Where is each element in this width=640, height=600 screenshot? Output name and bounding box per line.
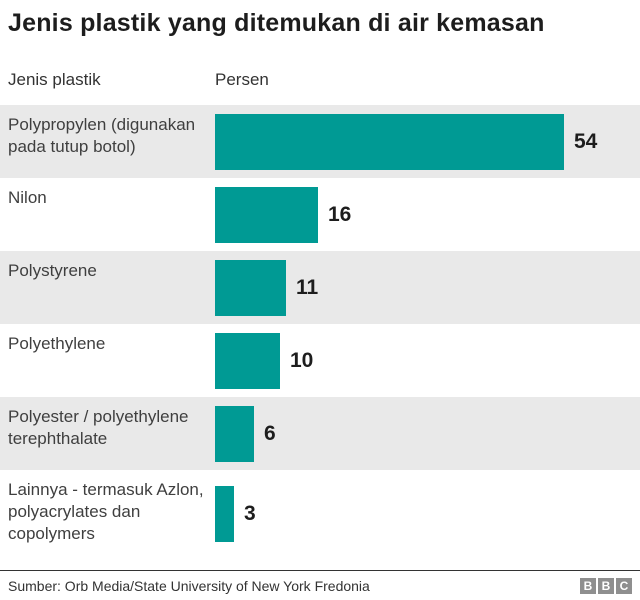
value-label: 54	[574, 129, 598, 153]
chart-row: Polyethylene 10	[0, 324, 640, 397]
bar	[215, 113, 564, 170]
bar	[215, 186, 318, 243]
chart-row: Lainnya - termasuk Azlon, polyacrylates …	[0, 470, 640, 558]
bar	[215, 405, 254, 462]
value-label: 11	[296, 275, 319, 299]
row-label: Polyester / polyethylene terephthalate	[8, 407, 189, 448]
bar	[215, 332, 280, 389]
column-header-type: Jenis plastik	[8, 70, 101, 89]
bar-cell: 54	[215, 105, 640, 178]
row-label: Polyethylene	[8, 334, 106, 353]
bbc-logo-block: B	[598, 578, 614, 594]
bar-cell: 16	[215, 178, 640, 251]
chart-title: Jenis plastik yang ditemukan di air kema…	[8, 9, 545, 37]
value-label: 16	[328, 202, 352, 226]
bbc-logo-block: B	[580, 578, 596, 594]
bar-cell: 3	[215, 470, 640, 558]
value-label: 6	[264, 421, 276, 445]
bbc-logo-block: C	[616, 578, 632, 594]
bar-chart: Polypropylen (digunakan pada tutup botol…	[0, 105, 640, 558]
table-header: Jenis plastik Persen	[8, 70, 632, 90]
row-label: Polypropylen (digunakan pada tutup botol…	[8, 115, 196, 156]
chart-row: Polystyrene 11	[0, 251, 640, 324]
bar-cell: 6	[215, 397, 640, 470]
row-label: Nilon	[8, 188, 47, 207]
value-label: 3	[244, 502, 256, 525]
chart-row: Polyester / polyethylene terephthalate 6	[0, 397, 640, 470]
source-text: Sumber: Orb Media/State University of Ne…	[8, 578, 370, 594]
chart-row: Nilon 16	[0, 178, 640, 251]
bar-cell: 11	[215, 251, 640, 324]
row-label: Polystyrene	[8, 261, 97, 280]
bar-cell: 10	[215, 324, 640, 397]
bbc-logo: B B C	[580, 578, 632, 594]
bar	[215, 486, 234, 542]
bar	[215, 259, 286, 316]
row-label: Lainnya - termasuk Azlon, polyacrylates …	[8, 480, 204, 543]
chart-footer: Sumber: Orb Media/State University of Ne…	[0, 570, 640, 594]
column-header-percent: Persen	[215, 70, 269, 89]
chart-row: Polypropylen (digunakan pada tutup botol…	[0, 105, 640, 178]
value-label: 10	[290, 348, 314, 372]
